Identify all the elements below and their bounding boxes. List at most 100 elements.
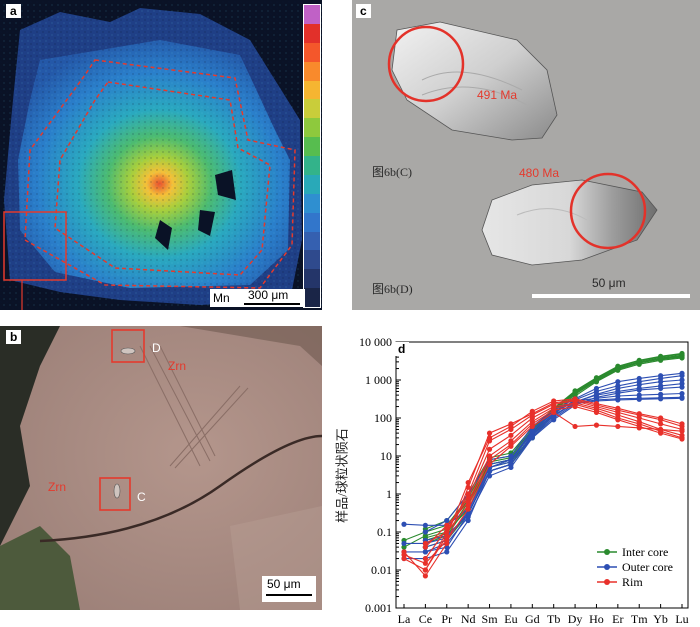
caption-fig6b-d: 图6b(D) xyxy=(372,282,413,296)
data-point xyxy=(422,555,428,562)
data-point xyxy=(636,375,642,382)
series-line xyxy=(404,386,683,553)
colorbar-step xyxy=(304,5,320,24)
data-point xyxy=(615,405,621,411)
legend-marker xyxy=(604,564,610,570)
data-point xyxy=(422,522,428,528)
data-point xyxy=(465,517,471,524)
panel-a-mn-map: a Mn 300 μm xyxy=(0,0,322,310)
zircon-label-2: Zrn xyxy=(48,480,66,494)
series-line xyxy=(403,399,683,577)
data-point xyxy=(679,428,685,434)
panel-c-label: c xyxy=(356,4,371,18)
data-point xyxy=(636,382,642,388)
data-point xyxy=(679,421,685,427)
colorbar-step xyxy=(304,174,320,194)
data-point xyxy=(615,365,621,371)
data-point xyxy=(658,379,664,385)
y-tick-label: 0.01 xyxy=(371,563,392,577)
data-point xyxy=(679,436,685,442)
panel-d-label: d xyxy=(394,342,410,356)
series-line xyxy=(425,403,683,548)
data-point xyxy=(593,392,600,398)
data-point xyxy=(658,383,664,389)
y-tick-label: 1 000 xyxy=(365,373,392,387)
colorbar-step xyxy=(304,212,320,232)
data-point xyxy=(422,533,428,539)
ree-pattern-chart: 10 000 1 000 100 10 1 0.1 0.01 0.001 La Ce Pr Nd Sm E… xyxy=(359,335,689,626)
colorbar-step xyxy=(304,269,320,289)
panel-b-scalebar: 50 μm xyxy=(262,576,316,602)
panel-d-ree-chart: 10 000 1 000 100 10 1 0.1 0.01 0.001 La Ce Pr Nd Sm E… xyxy=(322,326,700,627)
data-point xyxy=(636,392,642,398)
plot-frame xyxy=(395,341,689,609)
data-point xyxy=(679,353,685,359)
spot-d-label: D xyxy=(152,341,161,355)
data-point xyxy=(529,415,535,421)
legend-label: Outer core xyxy=(622,560,673,574)
data-point xyxy=(465,479,471,486)
data-point xyxy=(572,390,578,396)
data-point xyxy=(636,385,642,392)
legend-label: Inter core xyxy=(622,545,668,559)
data-point xyxy=(529,428,535,434)
y-tick-label: 10 xyxy=(380,449,392,463)
data-point xyxy=(529,423,535,430)
age-label-480: 480 Ma xyxy=(519,166,560,180)
y-tick-label: 10 000 xyxy=(359,335,392,349)
data-point xyxy=(486,461,493,468)
data-point xyxy=(679,390,685,397)
colorbar-step xyxy=(304,118,320,138)
colorbar-step xyxy=(304,250,320,270)
data-point xyxy=(658,415,664,421)
colorbar-step xyxy=(304,99,320,119)
colorbar xyxy=(303,4,321,308)
data-point xyxy=(636,415,642,421)
x-tick-label: Tm xyxy=(631,612,648,626)
panel-a-scalebar: Mn 300 μm xyxy=(210,288,305,307)
data-point xyxy=(593,422,600,428)
data-point xyxy=(636,425,642,431)
data-point xyxy=(486,430,493,436)
data-point xyxy=(444,522,450,528)
series-group xyxy=(401,350,685,550)
panel-b-scale-label: 50 μm xyxy=(267,577,301,591)
colorbar-step xyxy=(304,231,320,251)
data-point xyxy=(401,540,407,547)
panel-b-label: b xyxy=(6,330,22,344)
panel-c-scale-label: 50 μm xyxy=(592,276,626,290)
data-point xyxy=(572,403,578,410)
data-point xyxy=(465,511,471,517)
panel-b-photomicrograph: b D C Zrn Zrn 50 μm xyxy=(0,326,322,610)
data-point xyxy=(615,397,621,403)
data-point xyxy=(593,385,600,392)
y-tick-label: 0.1 xyxy=(377,525,392,539)
x-tick-label: Sm xyxy=(482,612,499,626)
data-point xyxy=(444,517,450,524)
colorbar-step xyxy=(304,156,320,175)
colorbar-step xyxy=(304,61,320,81)
data-point xyxy=(465,506,471,512)
data-point xyxy=(486,468,493,474)
data-point xyxy=(636,411,642,417)
data-point xyxy=(508,453,514,459)
data-point xyxy=(529,434,535,440)
data-point xyxy=(422,529,428,535)
series-line xyxy=(424,402,683,559)
data-point xyxy=(486,453,493,459)
data-point xyxy=(444,529,450,535)
data-point xyxy=(401,521,407,527)
data-point xyxy=(679,381,685,387)
legend-label: Rim xyxy=(622,575,643,589)
data-point xyxy=(422,573,428,579)
colorbar-step xyxy=(304,23,320,43)
data-point xyxy=(615,379,621,385)
data-point xyxy=(679,370,685,376)
data-point xyxy=(551,409,557,416)
data-point xyxy=(658,373,664,379)
data-point xyxy=(444,537,450,544)
data-point xyxy=(615,388,621,395)
data-point xyxy=(508,432,514,438)
chart-series xyxy=(401,350,685,579)
panel-c-cl-image: c 491 Ma 480 Ma 图6b(C) 图6b(D) 50 μm xyxy=(352,0,700,310)
